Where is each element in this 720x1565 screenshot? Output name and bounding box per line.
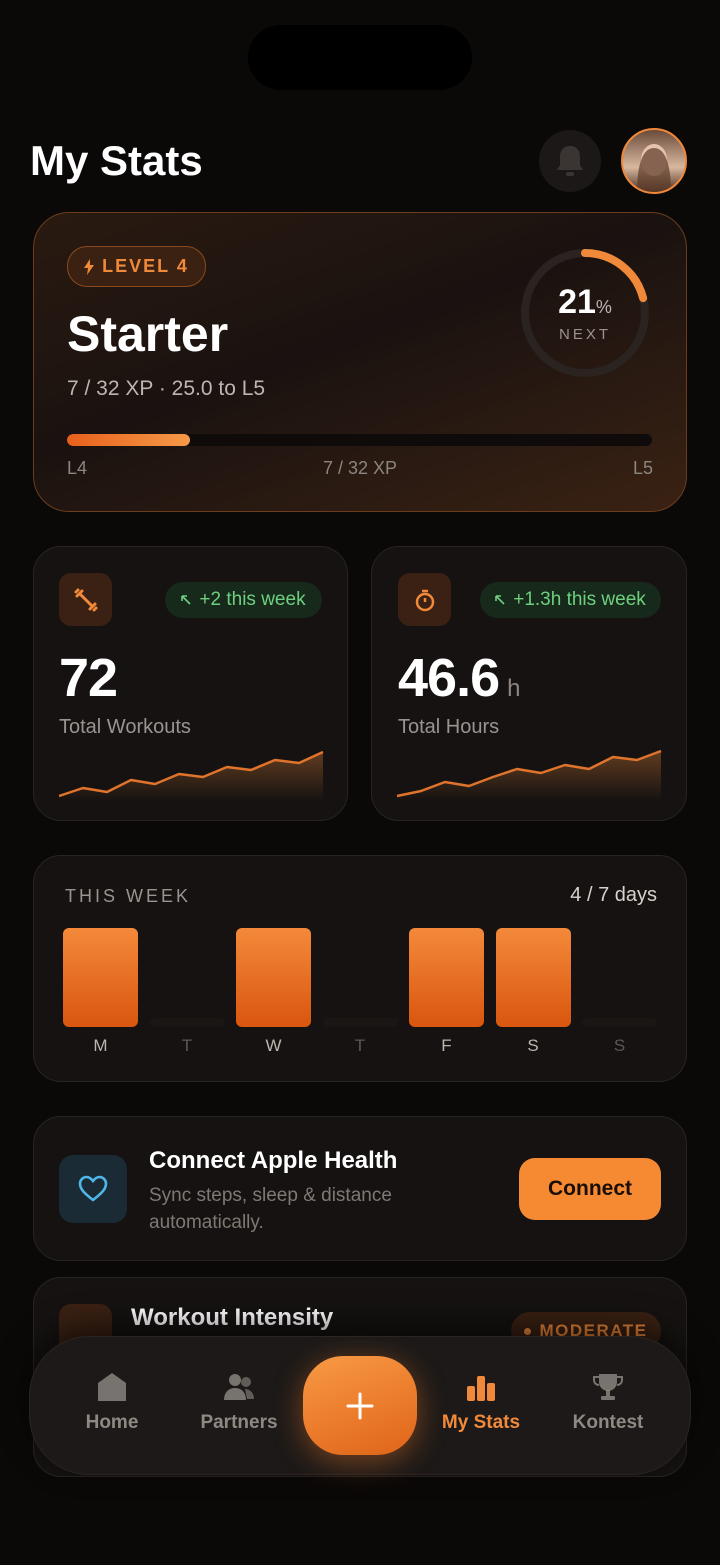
nav-label: My Stats xyxy=(441,1412,521,1433)
nav-label: Partners xyxy=(200,1412,278,1433)
day-bar-empty xyxy=(322,1018,398,1027)
avatar[interactable] xyxy=(621,128,687,194)
timer-icon xyxy=(398,573,451,626)
progress-start: L4 xyxy=(67,458,88,478)
sparkline-line xyxy=(396,749,662,798)
stat-value: 46.6 h xyxy=(398,647,520,709)
week-title: THIS WEEK xyxy=(65,886,192,906)
progress-ring xyxy=(521,249,649,377)
stat-label: Total Hours xyxy=(398,716,500,738)
change-text: +1.3h this week xyxy=(513,589,646,610)
nav-my-stats[interactable]: My Stats xyxy=(421,1372,541,1434)
plus-icon xyxy=(346,1392,374,1419)
day-bar xyxy=(236,928,311,1027)
nav-kontest[interactable]: Kontest xyxy=(548,1372,668,1434)
ring-number: 21 xyxy=(558,283,596,321)
nav-label: Home xyxy=(85,1412,139,1433)
page-title: My Stats xyxy=(30,137,203,184)
day-label: T xyxy=(354,1036,366,1055)
bolt-icon xyxy=(84,258,95,275)
notch xyxy=(248,25,472,90)
add-button[interactable] xyxy=(303,1356,417,1455)
day-label: T xyxy=(181,1036,193,1055)
nav-label: Kontest xyxy=(572,1412,644,1433)
progress-middle: 7 / 32 XP xyxy=(322,458,398,478)
dumbbell-icon xyxy=(59,573,112,626)
ring-value: 21% xyxy=(535,283,635,322)
day-label: S xyxy=(613,1036,626,1055)
progress-fill xyxy=(67,434,190,446)
change-badge: +2 this week xyxy=(165,582,322,618)
nav-home[interactable]: Home xyxy=(52,1372,172,1434)
day-label: M xyxy=(93,1036,108,1055)
level-title: Starter xyxy=(67,306,229,362)
progress-track xyxy=(67,434,652,446)
day-label: W xyxy=(265,1036,282,1055)
heart-icon xyxy=(59,1155,127,1223)
level-badge-text: LEVEL 4 xyxy=(102,256,189,276)
avatar-image xyxy=(637,144,671,192)
bell-button[interactable] xyxy=(539,130,601,192)
connect-button[interactable]: Connect xyxy=(519,1158,661,1220)
health-subtitle: Sync steps, sleep & distance automatical… xyxy=(149,1185,392,1233)
day-bar xyxy=(495,928,571,1027)
day-bar-empty xyxy=(582,1018,657,1027)
day-label: S xyxy=(527,1036,539,1055)
ring-progress xyxy=(521,249,649,377)
progress-end: L5 xyxy=(632,458,653,478)
change-text: +2 this week xyxy=(199,589,306,610)
change-badge: +1.3h this week xyxy=(480,582,661,618)
ring-label: NEXT xyxy=(558,326,611,343)
ring-unit: % xyxy=(595,297,612,317)
intensity-badge-text: MODERATE xyxy=(539,1321,648,1340)
stat-unit: h xyxy=(507,675,520,702)
bell-icon xyxy=(557,146,583,176)
day-bar-empty xyxy=(149,1018,225,1027)
dot xyxy=(524,1327,532,1335)
week-card xyxy=(33,855,687,1082)
week-summary: 4 / 7 days xyxy=(570,884,657,906)
day-bar xyxy=(409,928,484,1027)
level-subtitle: 7 / 32 XP · 25.0 to L5 xyxy=(67,377,266,400)
health-title: Connect Apple Health xyxy=(149,1147,398,1174)
nav-partners[interactable]: Partners xyxy=(179,1372,299,1434)
sparkline-line xyxy=(58,750,324,798)
arrow-icon xyxy=(181,595,191,605)
sparkline xyxy=(58,750,324,801)
intensity-title: Workout Intensity xyxy=(131,1304,334,1331)
day-bar xyxy=(63,928,138,1027)
day-label: F xyxy=(441,1036,452,1055)
level-badge: LEVEL 4 xyxy=(67,246,206,287)
stat-number: 46.6 xyxy=(398,648,500,708)
stat-label: Total Workouts xyxy=(59,716,191,738)
sparkline xyxy=(396,749,662,801)
arrow-icon xyxy=(495,595,505,605)
stat-value: 72 xyxy=(59,648,118,708)
sparkline-area xyxy=(397,751,661,801)
